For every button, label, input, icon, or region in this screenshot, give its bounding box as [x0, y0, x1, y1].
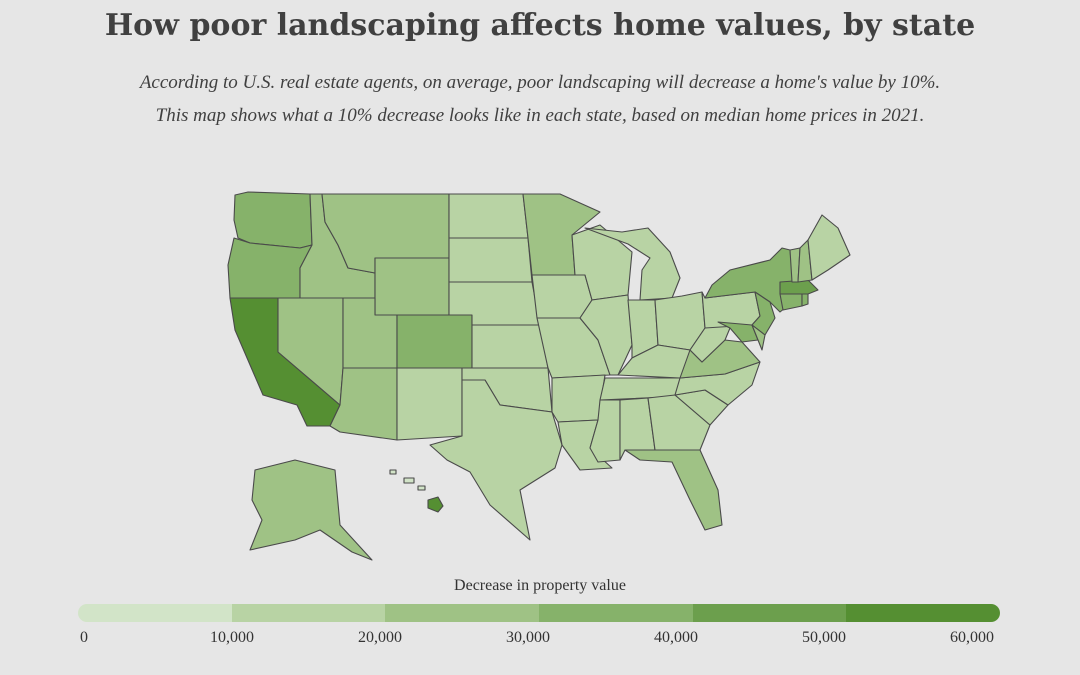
state-fl[interactable]: [624, 449, 723, 531]
legend-swatch: [78, 604, 232, 622]
legend-swatch: [385, 604, 540, 622]
hawaii-island-small-3: [417, 485, 426, 491]
state-ar[interactable]: [551, 374, 606, 423]
state-ks[interactable]: [471, 324, 549, 369]
state-ct[interactable]: [779, 293, 803, 311]
state-nm[interactable]: [396, 367, 463, 441]
hawaii-island-small-1: [389, 469, 397, 475]
state-wy[interactable]: [374, 257, 450, 316]
subtitle-line-2: This map shows what a 10% decrease looks…: [155, 105, 925, 126]
legend-swatch: [231, 604, 386, 622]
state-ak[interactable]: [249, 459, 373, 561]
legend-tick-label: 50,000: [802, 629, 846, 646]
state-ri[interactable]: [801, 293, 809, 307]
legend-tick-label: 20,000: [358, 629, 402, 646]
state-ga[interactable]: [647, 394, 711, 451]
state-me[interactable]: [807, 214, 851, 281]
legend-tick-label: 0: [80, 629, 88, 646]
legend-tick-label: 60,000: [950, 629, 994, 646]
state-ia[interactable]: [531, 274, 593, 319]
legend-tick-label: 10,000: [210, 629, 254, 646]
state-md[interactable]: [717, 321, 759, 343]
state-nd[interactable]: [448, 193, 529, 239]
subtitle-line-1: According to U.S. real estate agents, on…: [139, 72, 941, 93]
legend-tick-label: 40,000: [654, 629, 698, 646]
legend-tick-labels: 0 10,000 20,000 30,000 40,000 50,000 60,000: [0, 629, 1080, 651]
legend-tick-label: 30,000: [506, 629, 550, 646]
state-sd[interactable]: [448, 237, 533, 283]
state-co[interactable]: [396, 314, 473, 369]
legend-swatch: [846, 604, 1000, 622]
state-tx[interactable]: [429, 379, 563, 541]
subtitle: According to U.S. real estate agents, on…: [20, 66, 1060, 132]
legend-color-scale: [78, 604, 1000, 622]
state-de[interactable]: [751, 324, 766, 351]
legend-swatch: [539, 604, 693, 622]
legend-swatch: [692, 604, 847, 622]
page-title: How poor landscaping affects home values…: [104, 8, 976, 43]
state-hi[interactable]: [427, 496, 444, 513]
legend-title: Decrease in property value: [454, 577, 626, 594]
hawaii-island-small-2: [403, 477, 415, 484]
state-wa[interactable]: [233, 191, 313, 249]
